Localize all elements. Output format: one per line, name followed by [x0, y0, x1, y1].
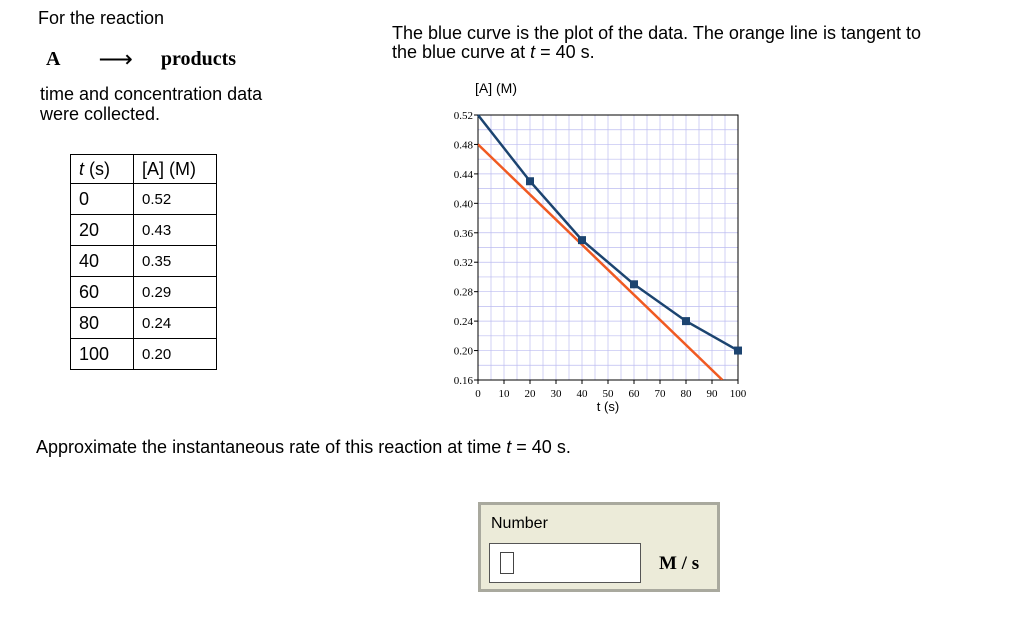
- concentration-cell: 0.24: [133, 307, 217, 339]
- caption-line-2: the blue curve at t = 40 s.: [392, 43, 992, 62]
- time-cell: 40: [70, 245, 134, 277]
- table-row: 0 0.52: [70, 183, 217, 215]
- caption-line-2-post: = 40 s.: [535, 42, 595, 62]
- y-axis-title: [A] (M): [475, 80, 517, 96]
- collected-text: time and concentration data were collect…: [40, 84, 263, 124]
- answer-unit: M / s: [659, 553, 700, 574]
- time-cell: 80: [70, 307, 134, 339]
- time-cell: 20: [70, 214, 134, 246]
- table-row: 40 0.35: [70, 245, 217, 277]
- intro-text: For the reaction: [38, 8, 165, 28]
- y-tick-label: 0.20: [454, 346, 474, 358]
- question-post: = 40 s.: [511, 437, 571, 457]
- x-tick-label: 80: [681, 388, 693, 400]
- concentration-cell: 0.43: [133, 214, 217, 246]
- y-tick-label: 0.16: [454, 375, 474, 387]
- x-tick-label: 40: [577, 388, 589, 400]
- table-row: 20 0.43: [70, 214, 217, 246]
- header-time-var: t: [79, 158, 85, 179]
- concentration-chart: 0.16 0.20 0.24 0.28 0.32 0.36 0.40 0.44 0.48 0.52…: [454, 110, 747, 414]
- x-tick-label: 60: [629, 388, 641, 400]
- y-tick-label: 0.40: [454, 198, 474, 210]
- data-point-marker: [734, 346, 742, 355]
- data-point-marker: [682, 317, 690, 326]
- x-tick-label: 100: [730, 388, 747, 400]
- header-concentration: [A] (M): [133, 154, 217, 184]
- product-label: products: [160, 48, 237, 70]
- y-tick-label: 0.44: [454, 169, 474, 181]
- x-tick-label: 90: [707, 388, 719, 400]
- question-pre: Approximate the instantaneous rate of th…: [36, 437, 507, 457]
- concentration-cell: 0.29: [133, 276, 217, 308]
- tangent-line: [478, 143, 724, 380]
- caption-var: t: [530, 42, 536, 62]
- x-axis-title: t (s): [597, 399, 619, 414]
- concentration-cell: 0.35: [133, 245, 217, 277]
- y-tick-label: 0.36: [454, 228, 474, 240]
- x-tick-label: 20: [525, 388, 537, 400]
- y-tick-label: 0.24: [454, 316, 474, 328]
- y-tick-label: 0.28: [454, 287, 474, 299]
- x-tick-label: 0: [475, 388, 481, 400]
- table-header-row: t (s) [A] (M): [70, 154, 217, 184]
- question-text: Approximate the instantaneous rate of th…: [36, 437, 571, 458]
- time-cell: 60: [70, 276, 134, 308]
- concentration-cell: 0.20: [133, 338, 217, 370]
- caption-line-2-pre: the blue curve at: [392, 42, 531, 62]
- y-tick-label: 0.52: [454, 110, 473, 122]
- y-tick-label: 0.48: [454, 139, 474, 151]
- time-cell: 0: [70, 183, 134, 215]
- text-cursor-icon: [500, 552, 514, 574]
- y-tick-label: 0.32: [454, 257, 473, 269]
- header-time-unit: (s): [84, 158, 111, 179]
- x-tick-label: 10: [499, 388, 511, 400]
- header-time: t (s): [70, 154, 134, 184]
- reaction-equation: A ⟶ products: [46, 46, 237, 73]
- caption-line-1: The blue curve is the plot of the data. …: [392, 23, 922, 43]
- answer-input[interactable]: [489, 543, 641, 583]
- chart-caption: The blue curve is the plot of the data. …: [392, 24, 992, 62]
- table-row: 80 0.24: [70, 307, 217, 339]
- table-row: 100 0.20: [70, 338, 217, 370]
- data-curve: [477, 114, 739, 352]
- answer-box: Number M / s: [478, 502, 720, 592]
- data-point-marker: [630, 280, 638, 289]
- time-cell: 100: [70, 338, 134, 370]
- x-tick-label: 50: [603, 388, 615, 400]
- concentration-cell: 0.52: [133, 183, 217, 215]
- data-point-marker: [526, 177, 534, 186]
- question-var: t: [506, 437, 512, 457]
- x-tick-label: 30: [551, 388, 563, 400]
- data-table: t (s) [A] (M) 0 0.52 20 0.43 40 0.35 60 0.29…: [70, 154, 217, 370]
- x-tick-label: 70: [655, 388, 667, 400]
- table-row: 60 0.29: [70, 276, 217, 308]
- answer-label: Number: [491, 515, 548, 532]
- reaction-arrow-icon: ⟶: [98, 46, 133, 73]
- reactant-label: A: [46, 48, 61, 70]
- data-point-marker: [578, 236, 586, 245]
